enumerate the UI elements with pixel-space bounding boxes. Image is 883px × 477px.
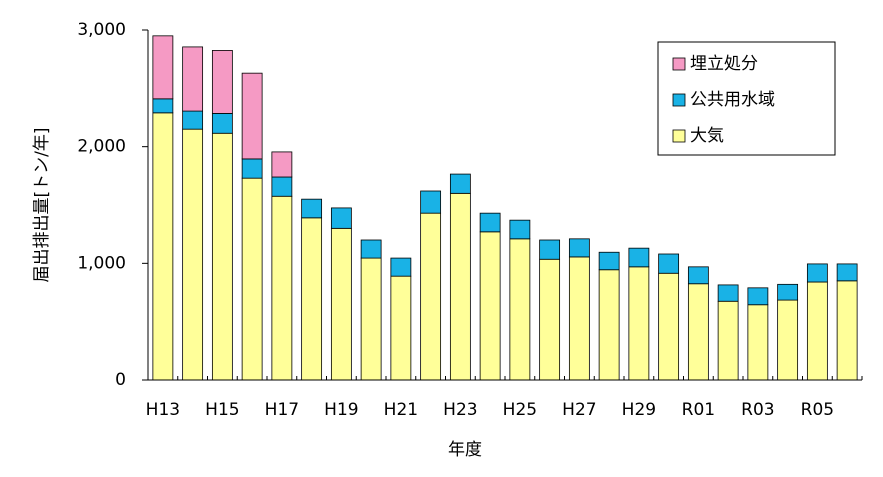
legend-box xyxy=(657,41,836,156)
bar-segment xyxy=(152,112,174,381)
bar-segment xyxy=(449,192,471,381)
bar-segment xyxy=(628,266,650,381)
bar-segment xyxy=(836,263,858,282)
bar-segment xyxy=(152,35,174,100)
bar-segment xyxy=(211,50,233,114)
bar-segment xyxy=(568,256,590,381)
bar-segment xyxy=(598,251,620,271)
bar-segment xyxy=(241,177,263,381)
legend-label: 埋立処分 xyxy=(690,54,758,74)
bar-segment xyxy=(777,299,799,381)
x-tick-label: R03 xyxy=(741,400,774,420)
bar-segment xyxy=(330,227,352,381)
x-tick-label: H17 xyxy=(265,400,299,420)
x-tick-label: H13 xyxy=(146,400,180,420)
legend-swatch xyxy=(672,129,686,143)
x-tick-label: H27 xyxy=(562,400,596,420)
bar-segment xyxy=(747,287,769,306)
y-axis-label: 届出排出量[トン/年] xyxy=(32,128,52,283)
x-tick-label: H21 xyxy=(384,400,418,420)
bar-segment xyxy=(152,98,174,114)
bar-segment xyxy=(539,239,561,260)
bar-segment xyxy=(241,72,263,160)
bar-segment xyxy=(301,217,323,381)
bar-segment xyxy=(568,238,590,258)
bar-segment xyxy=(539,258,561,381)
bar-segment xyxy=(360,257,382,381)
bar-segment xyxy=(717,284,739,302)
bar-segment xyxy=(717,300,739,381)
y-tick-label: 0 xyxy=(115,370,126,390)
x-tick-label: H29 xyxy=(622,400,656,420)
x-tick-label: H15 xyxy=(205,400,239,420)
x-tick-label: H19 xyxy=(324,400,358,420)
bar-segment xyxy=(628,247,650,268)
bar-segment xyxy=(271,151,293,178)
bar-segment xyxy=(598,269,620,381)
bar-segment xyxy=(241,158,263,179)
bar-segment xyxy=(479,231,501,381)
bar-segment xyxy=(658,272,680,381)
bar-segment xyxy=(806,263,828,283)
bar-segment xyxy=(301,198,323,219)
y-tick-label: 3,000 xyxy=(77,20,126,40)
bar-segment xyxy=(330,207,352,229)
bar-segment xyxy=(182,110,204,130)
bar-segment xyxy=(687,283,709,381)
bar-segment xyxy=(271,176,293,197)
bar-segment xyxy=(182,46,204,112)
bar-segment xyxy=(479,212,501,233)
y-tick-label: 2,000 xyxy=(77,137,126,157)
x-tick-label: H25 xyxy=(503,400,537,420)
bar-segment xyxy=(777,283,799,301)
bar-segment xyxy=(806,281,828,381)
bar-segment xyxy=(211,132,233,381)
x-tick-label: R05 xyxy=(801,400,834,420)
bar-segment xyxy=(182,128,204,381)
bar-segment xyxy=(271,195,293,381)
bar-segment xyxy=(420,212,442,381)
bar-segment xyxy=(390,275,412,381)
bar-segment xyxy=(658,253,680,274)
bar-segment xyxy=(211,113,233,134)
y-tick-label: 1,000 xyxy=(77,253,126,273)
legend-swatch xyxy=(672,57,686,71)
legend-swatch xyxy=(672,93,686,107)
bar-segment xyxy=(509,219,531,240)
bar-segment xyxy=(687,266,709,285)
bar-segment xyxy=(390,257,412,277)
legend-label: 大気 xyxy=(690,126,724,146)
bar-segment xyxy=(360,239,382,259)
bar-segment xyxy=(420,190,442,214)
bar-segment xyxy=(836,280,858,381)
bar-segment xyxy=(509,238,531,381)
bar-segment xyxy=(747,304,769,381)
x-axis-label: 年度 xyxy=(448,440,482,460)
bar-segment xyxy=(449,173,471,194)
legend-label: 公共用水域 xyxy=(690,90,775,110)
x-tick-label: H23 xyxy=(443,400,477,420)
x-tick-label: R01 xyxy=(682,400,715,420)
